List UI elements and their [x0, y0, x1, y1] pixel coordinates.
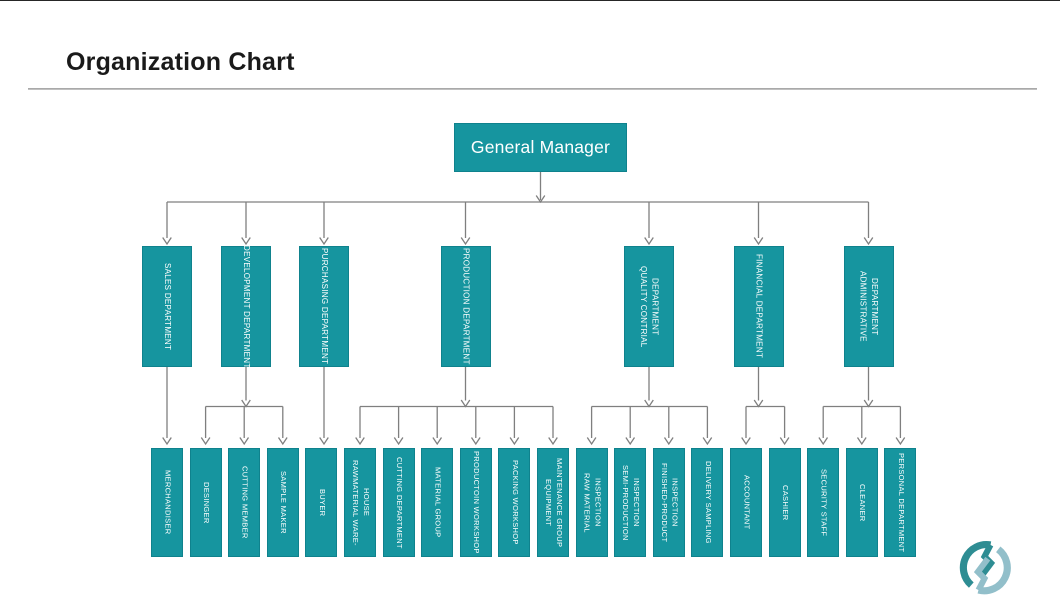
arrowhead: [644, 399, 654, 408]
arrowhead: [779, 437, 790, 446]
box-sales-department-label: SALES DEPARTMENT: [162, 262, 172, 351]
arrowhead: [319, 237, 329, 246]
box-raw-material-inspection: RAW MATERIAL INSPECTION: [575, 448, 608, 557]
arrowhead: [239, 437, 250, 446]
box-buyer-label: BUYER: [317, 488, 327, 517]
box-sample-maker: SAMPLE MAKER: [266, 448, 299, 557]
box-raw-material-inspection-label: RAW MATERIAL INSPECTION: [582, 472, 603, 533]
arrowhead: [644, 237, 654, 246]
arrowhead: [663, 437, 674, 446]
arrowhead: [432, 437, 443, 446]
box-financial-department: FINANCIAL DEPARTMENT: [733, 246, 784, 367]
arrowhead: [548, 437, 558, 446]
box-material-group-label: MATERIAL GROUP: [433, 467, 443, 538]
logo-light-arc: [977, 546, 1011, 595]
box-accountant: ACCOUNTANT: [730, 448, 762, 557]
box-cleaner: CLEANER: [845, 448, 878, 557]
box-sample-maker-label: SAMPLE MAKER: [279, 471, 289, 534]
box-semi-production-inspection: SEMI-PRODUCTION INSPECTION: [614, 448, 647, 557]
arrowhead: [895, 437, 906, 446]
arrowhead: [241, 399, 251, 408]
box-purchasing-department: PURCHASING DEPARTMENT: [299, 246, 349, 367]
arrowhead: [753, 399, 764, 408]
arrowhead: [355, 437, 365, 446]
general-manager-label: General Manager: [470, 137, 611, 157]
arrowhead: [200, 437, 211, 446]
box-cashier: CASHIER: [768, 448, 801, 557]
arrowhead: [470, 437, 481, 446]
box-production-department: PRODUCTION DEPARTMENT: [440, 246, 491, 367]
box-rawmaterial-ware-house: RAWMATERIAL WARE- HOUSE: [344, 448, 376, 557]
box-material-group: MATERIAL GROUP: [421, 448, 454, 557]
box-cutting-department-label: CUTTING DEPARTMENT: [395, 456, 405, 549]
brand-logo-icon: [959, 541, 1011, 595]
box-finished-product-inspection: FINISHED-PRODUCT INSPECTION: [652, 448, 685, 557]
logo-dark-arc: [959, 541, 992, 588]
box-purchasing-department-label: PURCHASING DEPARTMENT: [319, 248, 329, 365]
box-quality-contrial-department: QUALITY CONTRIAL DEPARTMENT: [624, 246, 674, 367]
box-delivery-sampling-label: DELIVERY SAMPLING: [703, 461, 713, 544]
arrowhead: [460, 399, 471, 408]
box-packing-workshop-label: PACKING WORKSHOP: [510, 460, 520, 545]
box-desinger-label: DESINGER: [202, 481, 212, 524]
arrowhead: [702, 437, 713, 446]
arrowhead: [753, 237, 764, 246]
arrowhead: [856, 437, 867, 446]
arrowhead: [277, 437, 288, 446]
box-cashier-label: CASHIER: [781, 484, 791, 521]
box-packing-workshop: PACKING WORKSHOP: [498, 448, 531, 557]
arrowhead: [625, 437, 636, 446]
box-security-staff: SECURITY STAFF: [807, 448, 840, 557]
logo-light-flame: [973, 556, 991, 592]
box-accountant-label: ACCOUNTANT: [742, 475, 752, 530]
arrowhead: [509, 437, 520, 446]
box-productoin-workshop: PRODUCTOIN WORKSHOP: [459, 448, 492, 557]
box-security-staff-label: SECURITY STAFF: [819, 468, 829, 537]
box-semi-production-inspection-label: SEMI-PRODUCTION INSPECTION: [621, 464, 642, 541]
arrowhead: [863, 237, 874, 246]
box-cutting-member: CUTTING MEMBER: [228, 448, 261, 557]
box-buyer: BUYER: [305, 448, 338, 557]
box-development-department: DEVELOPMENT DEPARTMENT: [221, 244, 271, 369]
arrowhead: [818, 437, 829, 446]
page-title: Organization Chart: [66, 48, 295, 76]
box-productoin-workshop-label: PRODUCTOIN WORKSHOP: [472, 451, 482, 554]
box-rawmaterial-ware-house-label: RAWMATERIAL WARE- HOUSE: [351, 459, 371, 546]
arrowhead: [460, 237, 471, 246]
box-cutting-department: CUTTING DEPARTMENT: [382, 448, 415, 557]
arrowhead: [319, 437, 329, 446]
box-equipment-maintenance-group: EQUIPMENT MAINTENANCE GROUP: [537, 448, 569, 557]
box-finished-product-inspection-label: FINISHED-PRODUCT INSPECTION: [659, 462, 680, 543]
title-divider: [28, 88, 1037, 90]
arrowhead: [741, 437, 751, 446]
box-personal-department: PERSONAL DEPARTMENT: [884, 448, 917, 557]
box-production-department-label: PRODUCTION DEPARTMENT: [461, 248, 471, 365]
arrowhead: [162, 237, 172, 246]
box-administrative-department-label: ADMINISTRATIVE DEPARTMENT: [858, 271, 880, 342]
box-cutting-member-label: CUTTING MEMBER: [240, 466, 250, 539]
box-merchandiser-label: MERCHANDISER: [163, 470, 173, 535]
top-edge-line: [0, 0, 1060, 1]
box-financial-department-label: FINANCIAL DEPARTMENT: [754, 254, 764, 359]
arrowhead: [586, 437, 597, 446]
box-personal-department-label: PERSONAL DEPARTMENT: [896, 452, 906, 553]
box-administrative-department: ADMINISTRATIVE DEPARTMENT: [843, 246, 894, 367]
box-sales-department: SALES DEPARTMENT: [142, 246, 192, 367]
box-delivery-sampling: DELIVERY SAMPLING: [691, 448, 724, 557]
box-quality-contrial-department-label: QUALITY CONTRIAL DEPARTMENT: [639, 265, 660, 348]
box-development-department-label: DEVELOPMENT DEPARTMENT: [241, 244, 251, 369]
arrowhead: [393, 437, 404, 446]
box-equipment-maintenance-group-label: EQUIPMENT MAINTENANCE GROUP: [544, 457, 564, 548]
box-merchandiser: MERCHANDISER: [151, 448, 183, 557]
arrowhead: [863, 399, 874, 408]
arrowhead: [162, 437, 172, 446]
box-general-manager: General Manager: [454, 123, 627, 172]
arrowhead: [241, 237, 251, 246]
box-desinger: DESINGER: [189, 448, 222, 557]
box-cleaner-label: CLEANER: [858, 483, 868, 522]
